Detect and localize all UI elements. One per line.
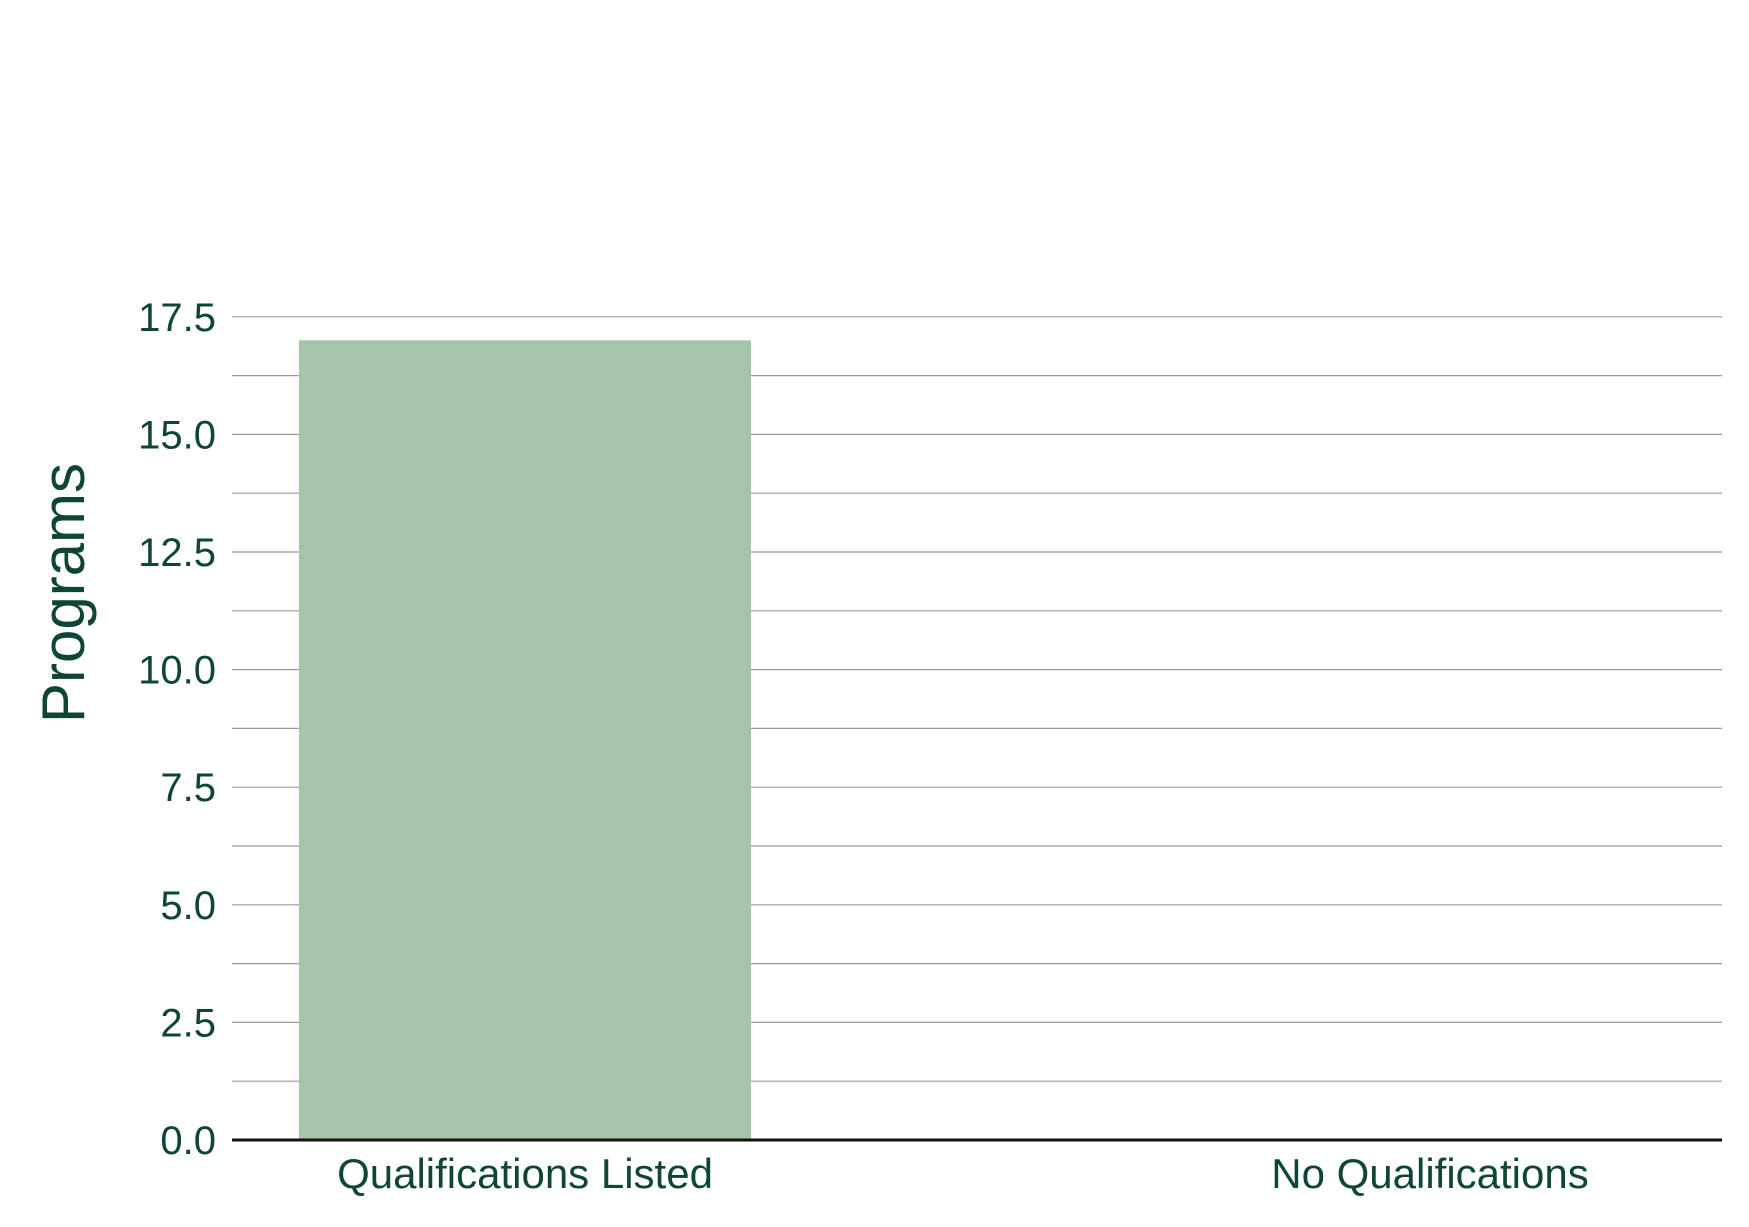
y-tick-label: 7.5 bbox=[160, 766, 216, 810]
y-tick-label: 2.5 bbox=[160, 1001, 216, 1045]
y-tick-label: 0.0 bbox=[160, 1119, 216, 1163]
y-tick-label: 12.5 bbox=[138, 531, 216, 575]
y-tick-label: 17.5 bbox=[138, 296, 216, 340]
bars bbox=[299, 340, 751, 1140]
x-category-label: Qualifications Listed bbox=[337, 1150, 713, 1197]
y-tick-label: 10.0 bbox=[138, 649, 216, 693]
y-tick-labels: 0.0 2.5 5.0 7.5 10.0 12.5 15.0 17.5 bbox=[138, 296, 216, 1163]
y-axis-title: Programs bbox=[30, 463, 97, 723]
x-category-label: No Qualifications bbox=[1271, 1150, 1588, 1197]
bar-qualifications-listed bbox=[299, 340, 751, 1140]
y-tick-label: 15.0 bbox=[138, 413, 216, 457]
x-category-labels: Qualifications Listed No Qualifications bbox=[337, 1150, 1589, 1197]
y-tick-label: 5.0 bbox=[160, 884, 216, 928]
